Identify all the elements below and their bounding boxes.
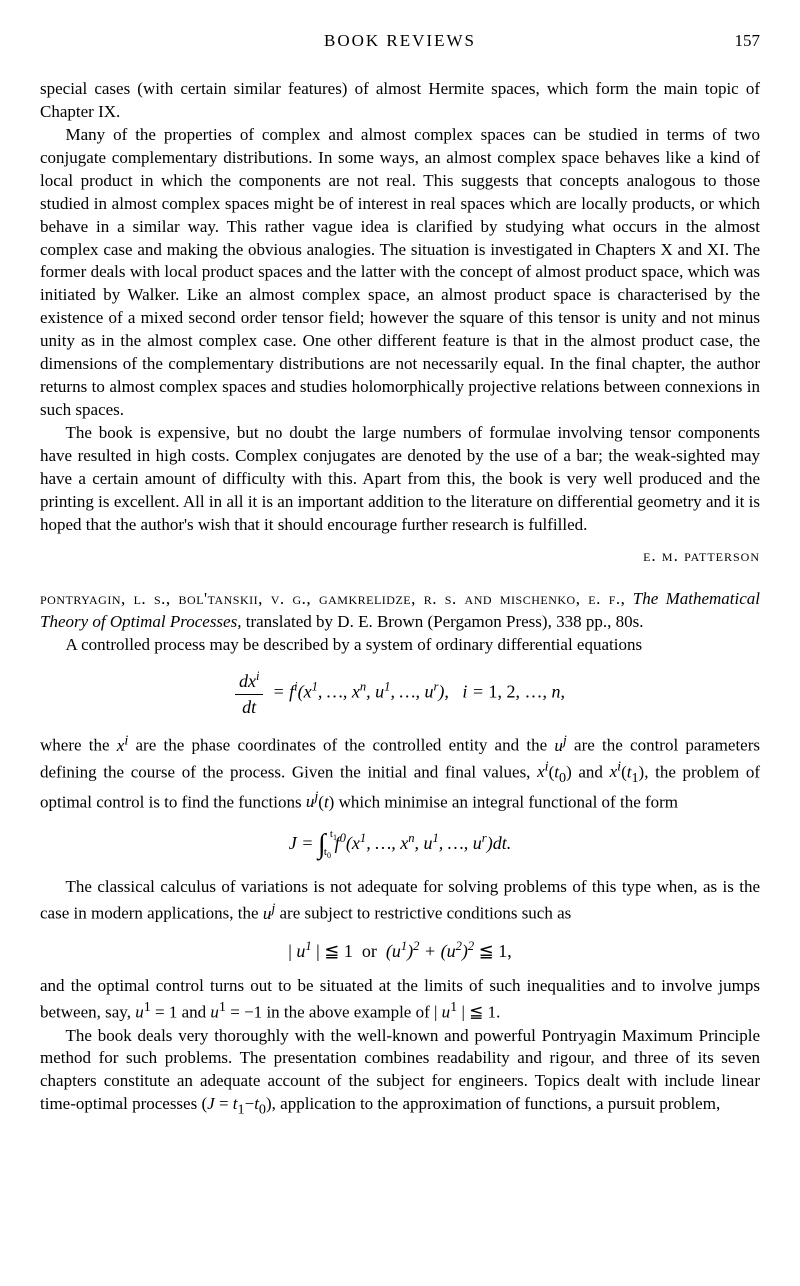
review1-paragraph-1: special cases (with certain similar feat… xyxy=(40,78,760,124)
equation-1: dxidt = fi(x1, …, xn, u1, …, ur), i = 1,… xyxy=(40,668,760,719)
review2-paragraph-4: and the optimal control turns out to be … xyxy=(40,975,760,1025)
review2-publisher: translated by D. E. Brown (Pergamon Pres… xyxy=(241,612,643,631)
header-title: BOOK REVIEWS xyxy=(324,30,476,53)
equation-2: J = ∫t1t0 f0(x1, …, xn, u1, …, ur)dt. xyxy=(40,826,760,864)
review2-paragraph-1: A controlled process may be described by… xyxy=(40,634,760,657)
review2-header: pontryagin, l. s., bol'tanskii, v. g., g… xyxy=(40,588,760,634)
review2-paragraph-5: The book deals very thoroughly with the … xyxy=(40,1025,760,1120)
page-number: 157 xyxy=(735,30,761,53)
equation-3: | u1 | ≦ 1 or (u1)2 + (u2)2 ≦ 1, xyxy=(40,938,760,963)
review2-authors: pontryagin, l. s., bol'tanskii, v. g., g… xyxy=(40,589,625,608)
review1-author: e. m. patterson xyxy=(40,545,760,568)
review2-paragraph-3: The classical calculus of variations is … xyxy=(40,876,760,926)
review2-paragraph-2: where the xi are the phase coordinates o… xyxy=(40,731,760,814)
page-header: BOOK REVIEWS 157 xyxy=(40,30,760,53)
review1-paragraph-2: Many of the properties of complex and al… xyxy=(40,124,760,422)
review1-paragraph-3: The book is expensive, but no doubt the … xyxy=(40,422,760,537)
